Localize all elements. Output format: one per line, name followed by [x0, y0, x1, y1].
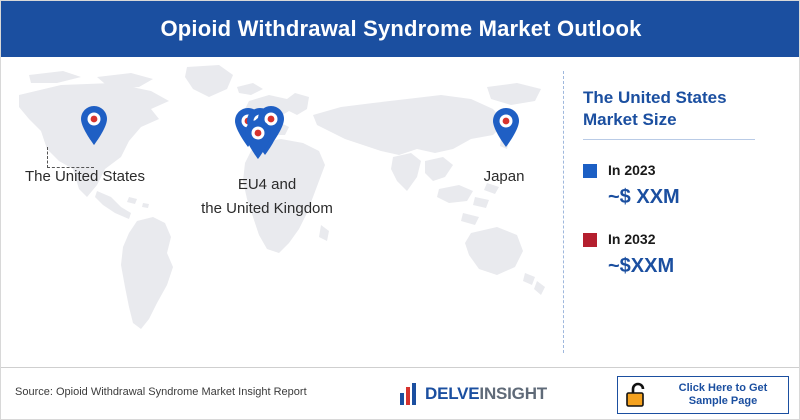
legend-swatch-2032	[583, 233, 597, 247]
map-pin-united-kingdom[interactable]	[243, 119, 273, 161]
header-bar: Opioid Withdrawal Syndrome Market Outloo…	[1, 1, 799, 57]
legend-value-2023: ~$ XXM	[608, 186, 680, 208]
map-label-eu4-line2: the United Kingdom	[201, 200, 333, 217]
page-title: Opioid Withdrawal Syndrome Market Outloo…	[160, 16, 642, 41]
cta-label: Click Here to Get Sample Page	[658, 382, 788, 408]
legend-year-2032: In 2032	[608, 231, 656, 247]
map-label-united-states: The United States	[24, 168, 146, 185]
map-pin-united-states[interactable]	[79, 105, 109, 147]
legend-year-2023: In 2023	[608, 162, 656, 178]
legend-swatch-2023	[583, 164, 597, 178]
lock-open-icon	[618, 377, 658, 413]
panel-title-line1: The United States	[583, 88, 727, 107]
map-pin-japan[interactable]	[491, 107, 521, 149]
legend-item-2032: In 2032 ~$XXM	[583, 231, 788, 278]
brand-text-elve: ELVE	[437, 384, 480, 403]
brand-text-insight: INSIGHT	[479, 384, 547, 403]
cta-label-line1: Click Here to Get	[678, 382, 768, 394]
map-label-japan: Japan	[483, 168, 525, 185]
panel-title-line2: Market Size	[583, 110, 677, 129]
source-text: Source: Opioid Withdrawal Syndrome Marke…	[15, 386, 307, 398]
brand-letter-d: D	[425, 384, 438, 403]
legend-value-2032: ~$XXM	[608, 255, 675, 277]
panel-title-underline	[583, 139, 755, 140]
market-size-panel: The United States Market Size In 2023 ~$…	[583, 87, 788, 278]
sample-page-cta-button[interactable]: Click Here to Get Sample Page	[617, 376, 789, 414]
panel-divider	[563, 71, 564, 353]
map-label-eu4-line1: EU4 and	[237, 176, 297, 193]
delveinsight-mark-icon	[400, 383, 416, 405]
footer-bar: Source: Opioid Withdrawal Syndrome Marke…	[1, 368, 799, 419]
leader-line-united-states	[47, 147, 94, 168]
legend-item-2023: In 2023 ~$ XXM	[583, 162, 788, 209]
delveinsight-logo: DELVEINSIGHT	[399, 381, 547, 407]
footer-divider	[1, 367, 799, 368]
world-map-area: The United States	[1, 57, 563, 367]
cta-label-line2: Sample Page	[688, 395, 758, 407]
world-map-graphic	[19, 65, 545, 329]
